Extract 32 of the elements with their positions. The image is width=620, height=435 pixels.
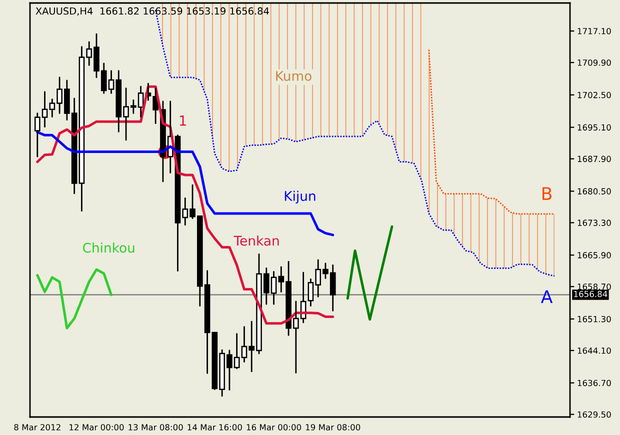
- x-tick-label: 12 Mar 00:00: [70, 424, 124, 430]
- y-tick-label: 1636.70: [578, 380, 611, 386]
- y-tick-label: 1717.10: [578, 28, 611, 34]
- y-tick-label: 1695.10: [578, 124, 611, 131]
- x-tick-label: 16 Mar 00:00: [246, 424, 302, 430]
- x-tick-label: 14 Mar 16:00: [188, 424, 242, 430]
- line-series: [36, 268, 113, 330]
- series-label: Chinkou: [82, 242, 134, 253]
- x-tick-label: 8 Mar 2012: [14, 424, 60, 430]
- y-tick-label: 1644.10: [578, 347, 611, 354]
- y-tick-label: 1687.90: [578, 156, 611, 162]
- y-tick-label: 1702.50: [578, 92, 611, 98]
- series-label: Tenkan: [234, 235, 279, 246]
- y-tick-label: 1665.90: [578, 252, 611, 258]
- line-series: [428, 49, 556, 215]
- annotation: Kumo: [276, 71, 312, 81]
- line-series: [36, 85, 334, 325]
- y-tick-label: 1673.30: [578, 220, 611, 226]
- y-tick-label: 1680.50: [578, 188, 611, 194]
- x-tick-label: 13 Mar 08:00: [128, 424, 183, 430]
- ref-line-label: 1656.84: [574, 290, 608, 298]
- y-tick-label: 1658.70: [578, 284, 611, 290]
- series-label: A: [540, 290, 553, 303]
- annotation: 1: [180, 116, 186, 126]
- line-series: [346, 225, 394, 321]
- x-tick-label: 19 Mar 08:00: [306, 424, 360, 430]
- y-tick-label: 1651.30: [578, 316, 611, 322]
- series-label: Kijun: [284, 190, 316, 204]
- chart-title: XAUUSD,H4 1661.82 1663.59 1653.19 1656.84: [36, 7, 269, 16]
- y-tick-label: 1629.50: [578, 411, 611, 418]
- y-tick-label: 1709.90: [578, 60, 611, 66]
- series-label: B: [542, 187, 552, 200]
